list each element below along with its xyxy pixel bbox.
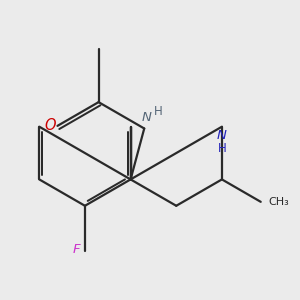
Text: H: H	[218, 142, 226, 155]
Text: H: H	[154, 105, 163, 119]
Text: N: N	[141, 111, 151, 124]
Text: O: O	[44, 118, 56, 133]
Text: F: F	[72, 243, 80, 256]
Text: CH₃: CH₃	[268, 197, 289, 207]
Text: N: N	[217, 129, 227, 142]
